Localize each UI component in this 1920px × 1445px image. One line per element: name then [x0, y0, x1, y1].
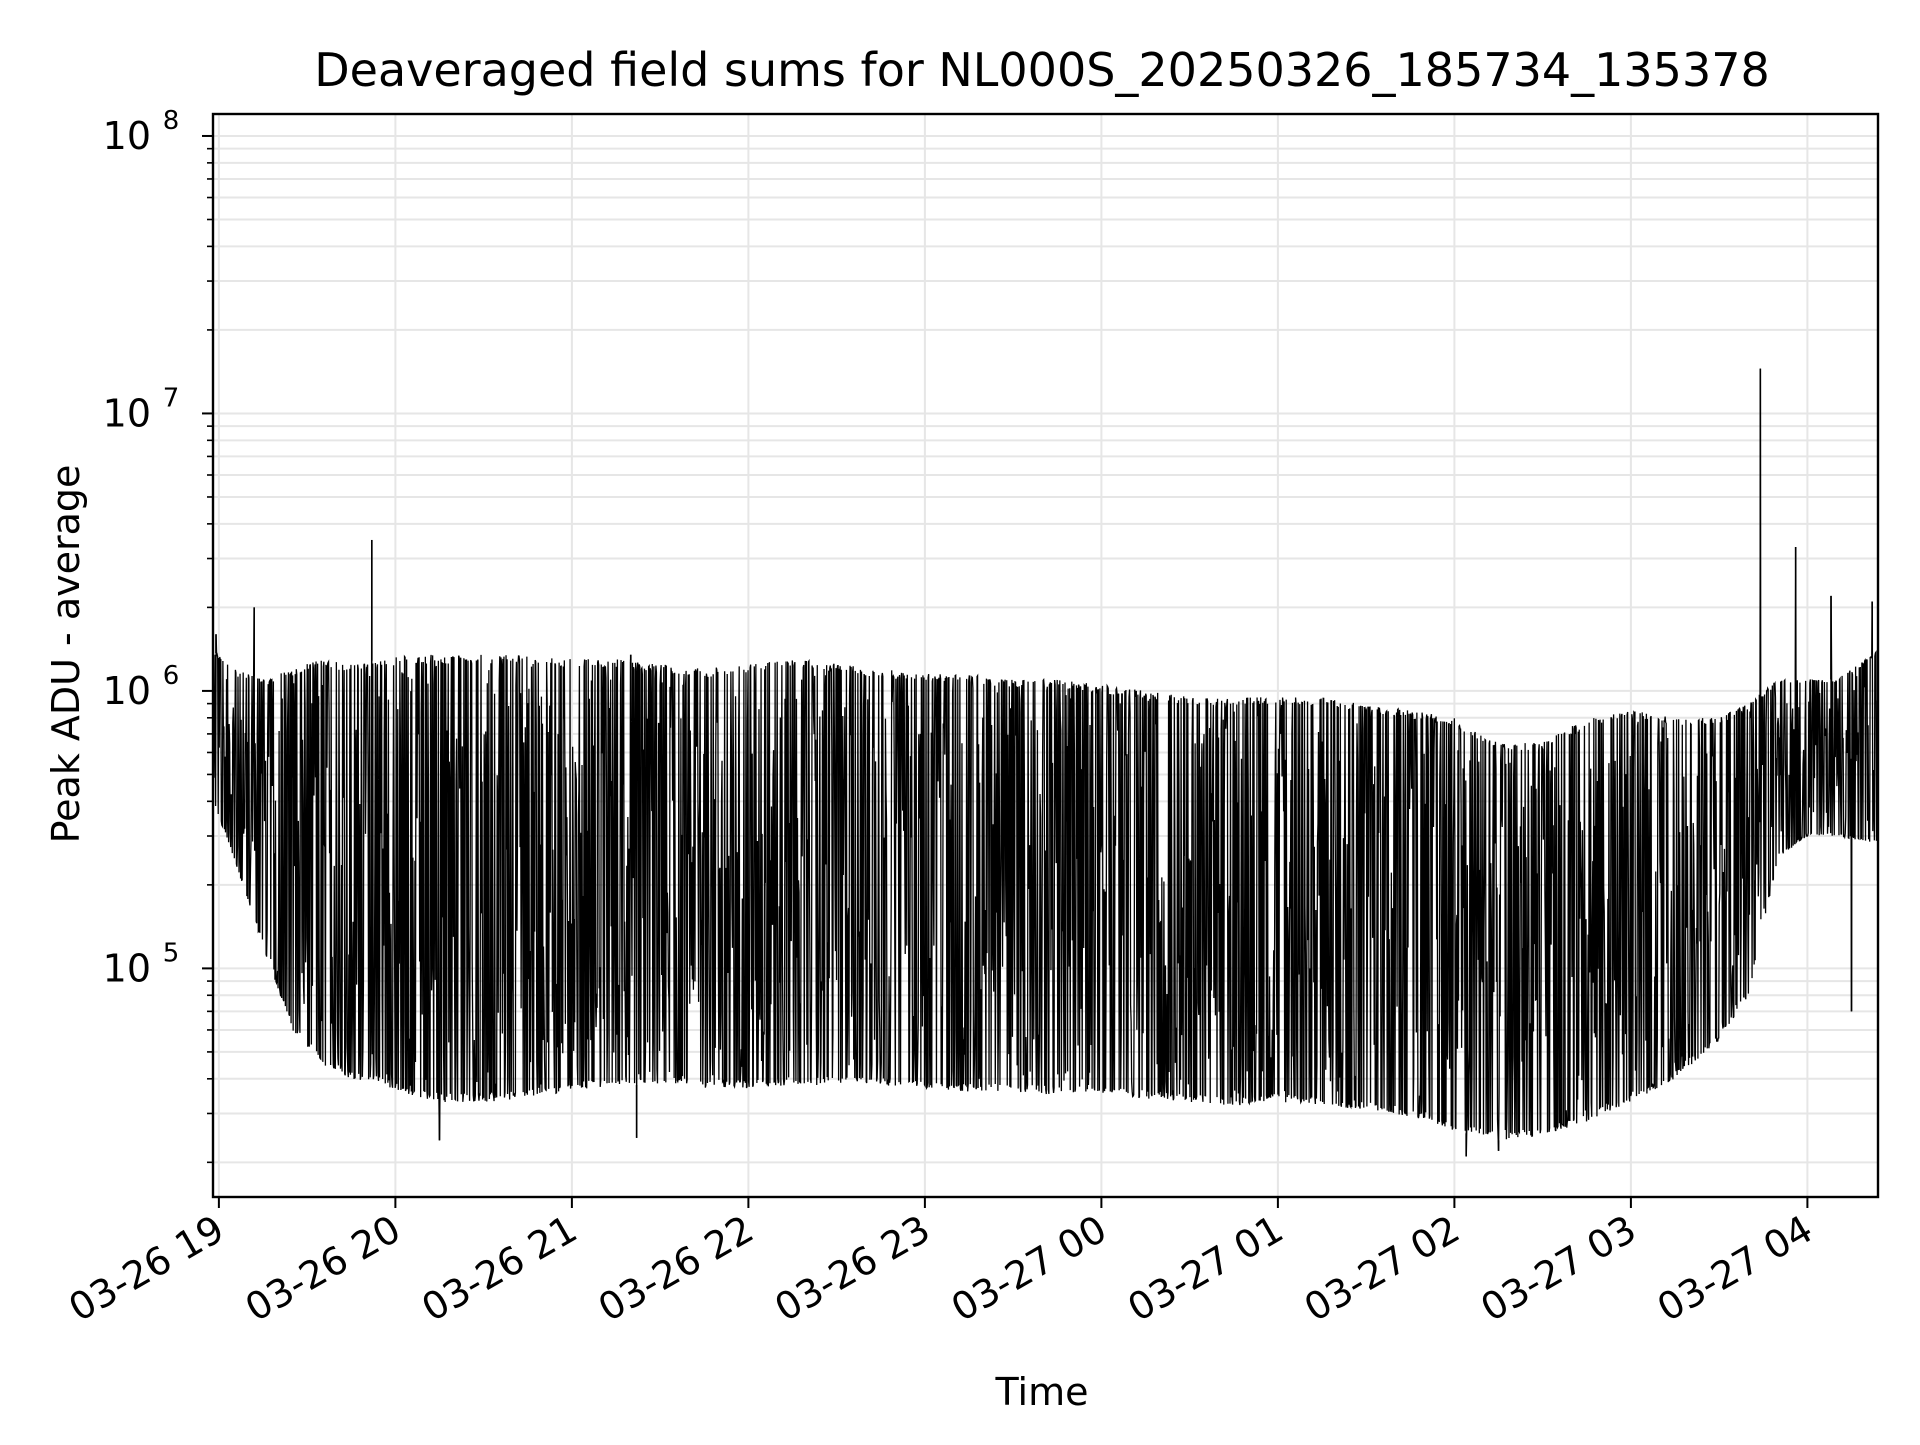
x-tick-label: 03-26 22 — [591, 1207, 761, 1331]
x-tick-label: 03-26 20 — [238, 1207, 408, 1331]
y-tick-exponent: 5 — [163, 938, 180, 968]
y-axis: 10 5 10 6 10 7 10 8 — [103, 106, 213, 1164]
x-axis: 03-26 19 03-26 20 03-26 21 03-26 22 03-26 23… — [61, 1197, 1820, 1331]
x-tick-label: 03-26 23 — [767, 1207, 937, 1331]
y-axis-label: Peak ADU - average — [44, 465, 88, 844]
y-tick-label: 10 — [103, 114, 151, 158]
x-tick-label: 03-27 04 — [1650, 1207, 1820, 1331]
y-tick-exponent: 8 — [163, 106, 180, 136]
y-tick-exponent: 6 — [163, 661, 180, 691]
chart-title: Deaveraged field sums for NL000S_2025032… — [314, 43, 1770, 97]
y-tick-label: 10 — [103, 669, 151, 713]
x-tick-label: 03-27 00 — [944, 1207, 1114, 1331]
x-tick-label: 03-27 03 — [1473, 1207, 1643, 1331]
x-axis-label: Time — [995, 1370, 1089, 1414]
y-tick-label: 10 — [103, 391, 151, 435]
axes-frame — [211, 112, 1880, 1199]
y-tick-exponent: 7 — [163, 383, 180, 413]
series-line — [212, 368, 1879, 1157]
x-tick-label: 03-26 19 — [61, 1207, 231, 1331]
x-tick-label: 03-27 02 — [1297, 1207, 1467, 1331]
plot-area — [212, 368, 1879, 1157]
x-tick-label: 03-26 21 — [414, 1207, 584, 1331]
x-tick-label: 03-27 01 — [1120, 1207, 1290, 1331]
y-tick-label: 10 — [103, 946, 151, 990]
